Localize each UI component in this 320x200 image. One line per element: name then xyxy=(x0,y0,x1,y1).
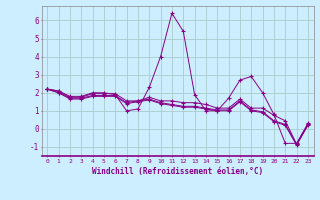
X-axis label: Windchill (Refroidissement éolien,°C): Windchill (Refroidissement éolien,°C) xyxy=(92,167,263,176)
